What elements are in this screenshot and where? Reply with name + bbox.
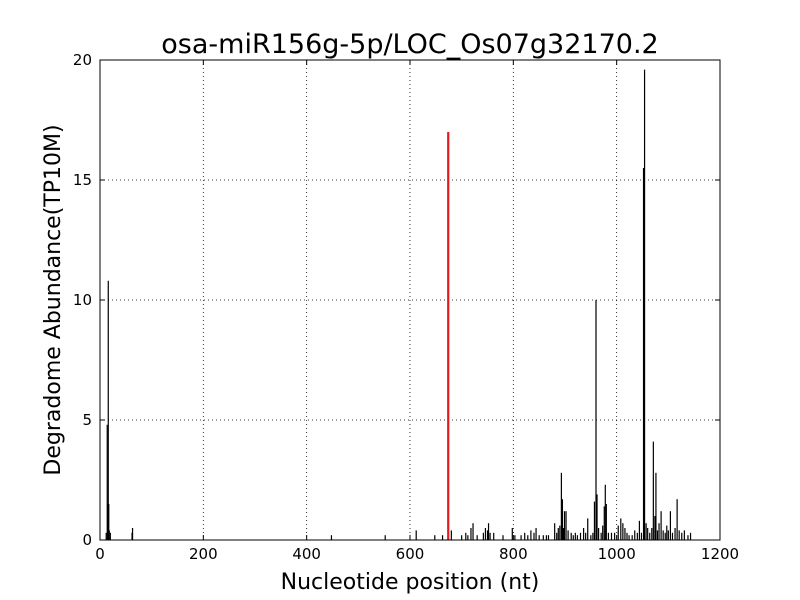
x-tick-label: 600 xyxy=(396,545,425,563)
axis-ticks: 0 200 400 600 800 1000 1200 0 5 10 15 20 xyxy=(73,51,739,563)
x-tick-label: 1000 xyxy=(598,545,636,563)
gridlines xyxy=(100,60,720,540)
y-tick-label: 0 xyxy=(82,531,92,549)
x-tick-label: 800 xyxy=(499,545,528,563)
x-tick-label: 200 xyxy=(189,545,218,563)
x-tick-label: 1200 xyxy=(701,545,739,563)
plot-frame xyxy=(99,59,721,541)
y-tick-label: 5 xyxy=(82,411,92,429)
chart-title: osa-miR156g-5p/LOC_Os07g32170.2 xyxy=(161,29,658,60)
y-tick-label: 15 xyxy=(73,171,92,189)
bar-series xyxy=(105,69,692,540)
y-axis-label: Degradome Abundance(TP10M) xyxy=(41,124,66,475)
y-tick-label: 10 xyxy=(73,291,92,309)
x-tick-label: 400 xyxy=(292,545,321,563)
x-tick-label: 0 xyxy=(95,545,105,563)
y-tick-label: 20 xyxy=(73,51,92,69)
x-axis-label: Nucleotide position (nt) xyxy=(281,570,540,595)
